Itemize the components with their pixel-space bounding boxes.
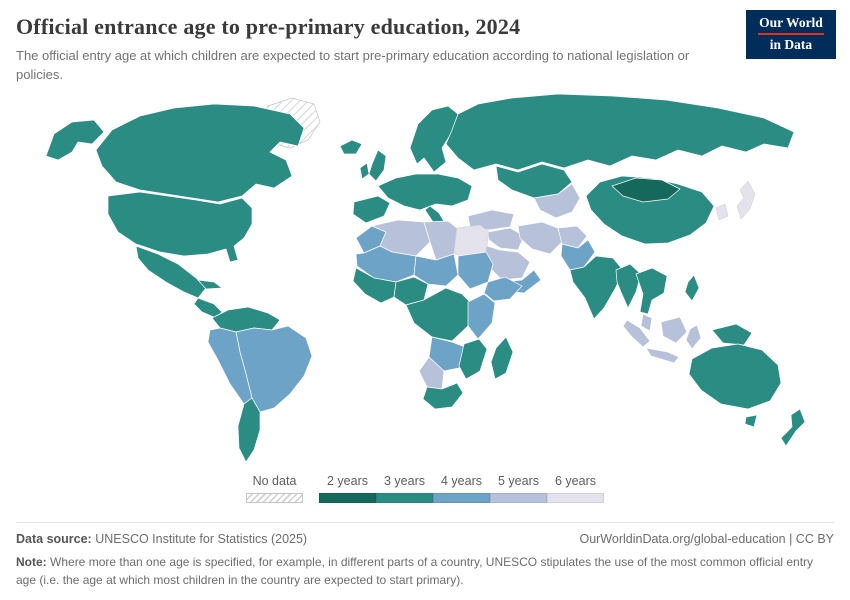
page-subtitle: The official entry age at which children… [16,48,690,82]
region-scandinavia[interactable] [409,105,459,173]
legend-item-no-data: No data [246,474,303,503]
region-south-africa[interactable] [422,382,464,410]
legend-label-no-data: No data [252,474,297,488]
region-malaysia[interactable] [640,313,653,332]
legend-label-5-years: 5 years [498,474,539,488]
region-canada[interactable] [95,103,305,203]
legend-item-5-years: 5 years [490,474,547,503]
legend-item-3-years: 3 years [376,474,433,503]
owid-logo-line2: in Data [769,37,813,53]
legend-label-2-years: 2 years [327,474,368,488]
region-new-guinea[interactable] [711,323,753,346]
legend-swatch-6-years[interactable] [547,493,604,503]
region-iran[interactable] [517,221,563,255]
region-pakistan[interactable] [560,239,596,271]
region-iceland[interactable] [339,139,363,155]
world-map [0,86,850,474]
region-indochina[interactable] [635,267,668,315]
legend-swatch-2-years[interactable] [319,493,376,503]
region-mongolia[interactable] [611,177,681,203]
region-kazakhstan[interactable] [495,163,573,199]
world-map-svg [45,93,806,463]
footnote-label: Note: [16,555,47,569]
region-western-europe[interactable] [377,173,473,211]
legend-swatch-3-years[interactable] [376,493,433,503]
region-russia[interactable] [445,93,795,171]
region-east-africa[interactable] [467,293,496,340]
region-alaska[interactable] [45,119,105,161]
region-ireland[interactable] [359,162,370,180]
region-china[interactable] [585,175,715,245]
region-australia[interactable] [688,343,782,410]
region-iberia[interactable] [352,195,391,224]
legend-swatch-no-data[interactable] [246,493,303,503]
region-horn-of-africa[interactable] [483,276,523,302]
region-mozambique-zimbabwe[interactable] [458,338,488,380]
region-afghanistan[interactable] [557,225,588,249]
owid-attribution-link[interactable]: OurWorldinData.org/global-education | CC… [579,532,834,546]
owid-logo-line1: Our World [759,15,823,30]
region-myanmar-bangladesh[interactable] [615,263,642,309]
region-madagascar[interactable] [490,336,514,380]
region-united-kingdom[interactable] [368,149,387,182]
legend-swatch-4-years[interactable] [433,493,490,503]
region-philippines[interactable] [684,274,700,302]
region-borneo[interactable] [660,316,688,344]
region-argentina-chile[interactable] [237,397,261,463]
region-tasmania[interactable] [744,414,758,428]
legend-label-3-years: 3 years [384,474,425,488]
legend-label-4-years: 4 years [441,474,482,488]
legend-item-6-years: 6 years [547,474,604,503]
data-source-label: Data source: [16,532,92,546]
owid-logo-accent [758,33,824,36]
legend-label-6-years: 6 years [555,474,596,488]
footnote: Note: Where more than one age is specifi… [16,553,834,589]
legend-swatch-5-years[interactable] [490,493,547,503]
chart-footer: Data source: UNESCO Institute for Statis… [16,522,834,589]
legend-item-2-years: 2 years [319,474,376,503]
region-sumatra[interactable] [622,319,651,348]
region-india[interactable] [569,255,624,320]
data-source: Data source: UNESCO Institute for Statis… [16,532,307,546]
region-cuba[interactable] [197,279,223,290]
region-iraq-syria[interactable] [487,227,525,251]
owid-logo[interactable]: Our World in Data [746,10,836,60]
map-legend: No data 2 years 3 years 4 years 5 years … [0,474,850,503]
region-south-korea[interactable] [715,203,729,221]
legend-item-4-years: 4 years [433,474,490,503]
region-united-states[interactable] [107,191,253,263]
region-central-asia[interactable] [533,183,581,219]
region-niger-chad[interactable] [413,253,459,287]
page-title: Official entrance age to pre-primary edu… [16,14,521,39]
footnote-text: Where more than one age is specified, fo… [16,555,814,587]
data-source-text: UNESCO Institute for Statistics (2025) [95,532,308,546]
region-west-africa[interactable] [352,267,397,304]
region-java[interactable] [645,347,680,364]
region-new-zealand[interactable] [780,408,806,447]
region-japan[interactable] [736,180,756,220]
footer-source-row: Data source: UNESCO Institute for Statis… [16,532,834,546]
chart-header: Official entrance age to pre-primary edu… [16,14,730,85]
region-sulawesi[interactable] [685,324,702,350]
